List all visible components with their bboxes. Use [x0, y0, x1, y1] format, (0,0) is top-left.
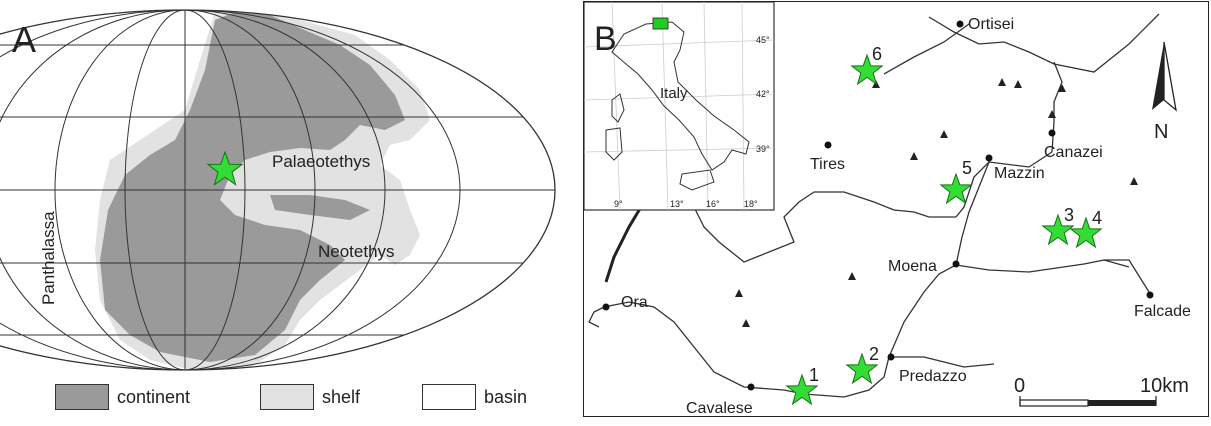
lon-tick-16: 16°	[706, 199, 720, 209]
site-5-label: 5	[962, 158, 972, 178]
dolomites-map: Ortisei Tires Mazzin Canazei Moena Ora F…	[584, 2, 1191, 417]
panthalassa-label: Panthalassa	[39, 211, 58, 305]
site-3-label: 3	[1064, 205, 1074, 225]
town-tires: Tires	[810, 156, 845, 173]
italy-inset: Italy 45° 42° 39° 9° 13° 16° 18°	[584, 2, 775, 211]
legend-basin-label: basin	[484, 386, 528, 407]
site-1-label: 1	[809, 365, 819, 385]
study-area-box	[652, 17, 669, 30]
continent-areas	[100, 10, 405, 362]
peak-icon	[848, 272, 856, 280]
panel-a: A Panthalassa Palaeotethys Neotethys con…	[0, 0, 560, 421]
panel-b-label: B	[594, 20, 617, 58]
legend-basin: basin	[422, 384, 527, 410]
peak-icon	[1014, 80, 1022, 88]
peak-icon	[998, 78, 1006, 86]
town-moena: Moena	[888, 258, 937, 275]
lat-tick-42: 42°	[756, 89, 770, 99]
thick-boundary-west	[604, 201, 646, 283]
peak-icon	[1048, 110, 1056, 118]
lat-tick-39: 39°	[756, 144, 770, 154]
neotethys-label: Neotethys	[318, 242, 395, 261]
peak-icon	[1130, 177, 1138, 185]
site-4-star-icon	[1069, 216, 1103, 249]
site-4-label: 4	[1092, 208, 1102, 228]
scale-start: 0	[1014, 375, 1025, 397]
town-predazzo: Predazzo	[899, 368, 967, 385]
shelf-swatch	[260, 384, 314, 410]
town-canazei: Canazei	[1044, 144, 1103, 161]
site-stars	[785, 53, 1103, 406]
continent-swatch	[55, 384, 109, 410]
study-site-star-icon	[206, 150, 244, 186]
lon-tick-13: 13°	[670, 199, 684, 209]
valley-lines	[588, 13, 1160, 398]
site-6-label: 6	[872, 44, 882, 64]
paleogeographic-map: A Panthalassa Palaeotethys Neotethys	[0, 9, 556, 371]
town-mazzin: Mazzin	[994, 165, 1045, 182]
peak-icon	[1058, 84, 1066, 92]
lon-tick-18: 18°	[744, 199, 758, 209]
site-2-label: 2	[869, 344, 879, 364]
lon-tick-9: 9°	[614, 199, 623, 209]
town-ortisei: Ortisei	[968, 16, 1014, 33]
globe-outline	[0, 9, 556, 371]
north-label: N	[1154, 121, 1168, 143]
peak-icon	[940, 130, 948, 138]
scale-end: 10km	[1140, 375, 1189, 397]
inset-country-label: Italy	[660, 85, 688, 102]
peak-icon	[742, 319, 750, 327]
site-3-star-icon	[1041, 213, 1075, 246]
peak-icons	[735, 78, 1138, 327]
legend-continent: continent	[55, 384, 190, 410]
legend-shelf-label: shelf	[322, 386, 361, 407]
town-falcade: Falcade	[1134, 303, 1191, 320]
site-6-star-icon	[850, 53, 884, 86]
site-1-star-icon	[785, 373, 819, 406]
palaeotethys-label: Palaeotethys	[272, 152, 370, 171]
site-2-star-icon	[845, 352, 879, 385]
peak-icon	[910, 152, 918, 160]
site-5-star-icon	[939, 172, 973, 205]
lat-tick-45: 45°	[756, 35, 770, 45]
scale-bar: 0 10km	[1014, 375, 1189, 407]
panel-b: Ortisei Tires Mazzin Canazei Moena Ora F…	[583, 1, 1209, 417]
town-dots	[602, 20, 1154, 391]
peak-icon	[735, 289, 743, 297]
panel-a-label: A	[12, 19, 36, 60]
legend-continent-label: continent	[117, 386, 191, 407]
north-arrow-icon: N	[1152, 41, 1177, 143]
town-cavalese: Cavalese	[686, 400, 753, 417]
town-ora: Ora	[621, 294, 648, 311]
legend-shelf: shelf	[260, 384, 360, 410]
basin-swatch	[422, 384, 476, 410]
